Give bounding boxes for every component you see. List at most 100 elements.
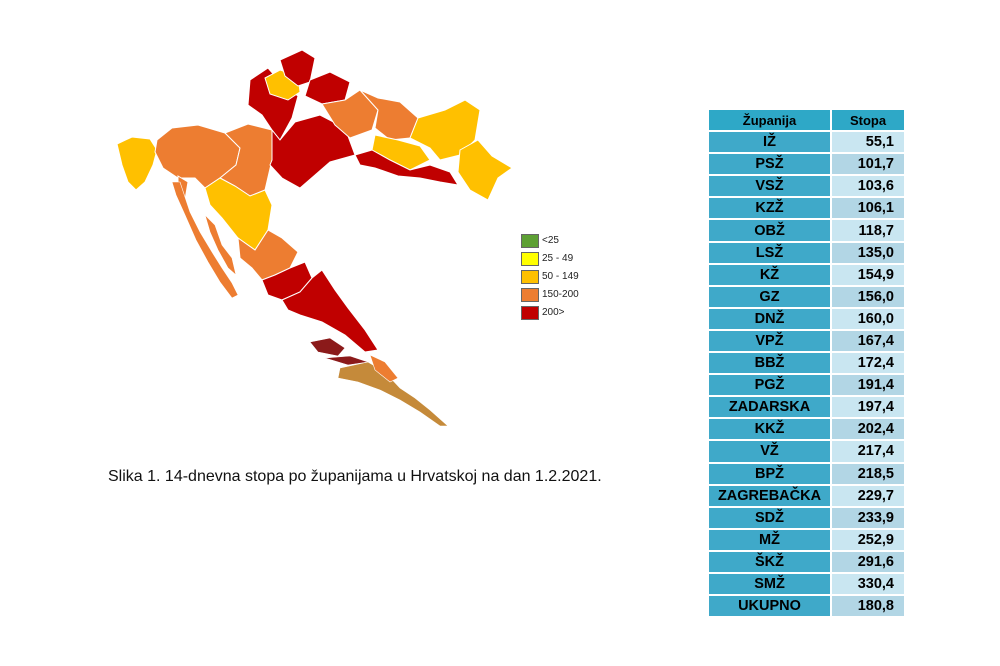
rate-cell: 229,7 xyxy=(832,485,904,508)
county-cell: IŽ xyxy=(709,132,832,155)
table-row: KŽ 154,9 xyxy=(709,264,904,287)
table-row: DNŽ 160,0 xyxy=(709,308,904,331)
header-rate: Stopa xyxy=(832,110,904,133)
table-row: BPŽ 218,5 xyxy=(709,463,904,486)
legend-item: 150-200 xyxy=(521,286,579,303)
county-cell: BBŽ xyxy=(709,353,832,376)
table-row: VSŽ 103,6 xyxy=(709,176,904,199)
rate-cell: 330,4 xyxy=(832,573,904,597)
table-row: KZŽ 106,1 xyxy=(709,198,904,221)
region-dnz-land xyxy=(369,354,399,383)
county-cell: SDŽ xyxy=(709,507,832,530)
table-row: BBŽ 172,4 xyxy=(709,353,904,376)
legend-swatch xyxy=(521,251,539,266)
rate-cell: 160,0 xyxy=(832,308,904,331)
rate-cell: 103,6 xyxy=(832,176,904,199)
legend-swatch xyxy=(521,233,539,248)
table-row: LSŽ 135,0 xyxy=(709,242,904,265)
rate-cell: 156,0 xyxy=(832,286,904,309)
county-cell: LSŽ xyxy=(709,242,832,265)
table-row: GZ 156,0 xyxy=(709,286,904,309)
county-cell: MŽ xyxy=(709,529,832,552)
figure-caption: Slika 1. 14-dnevna stopa po županijama u… xyxy=(108,468,602,485)
legend-item: 25 - 49 xyxy=(521,250,579,267)
county-cell: OBŽ xyxy=(709,220,832,243)
legend-item: 50 - 149 xyxy=(521,268,579,285)
rate-cell: 218,5 xyxy=(832,463,904,486)
rate-cell: 118,7 xyxy=(832,220,904,243)
county-cell: ZAGREBAČKA xyxy=(709,485,832,508)
rate-cell: 172,4 xyxy=(832,353,904,376)
rate-cell: 154,9 xyxy=(832,264,904,287)
map-legend: <25 25 - 49 50 - 149 150-200 200> xyxy=(521,232,579,322)
county-cell: GZ xyxy=(709,286,832,309)
table-header-row: Županija Stopa xyxy=(709,110,904,133)
rate-cell: 191,4 xyxy=(832,375,904,398)
rate-cell: 106,1 xyxy=(832,198,904,221)
table-row: SMŽ 330,4 xyxy=(709,573,904,597)
header-county: Županija xyxy=(709,110,832,133)
legend-label: 25 - 49 xyxy=(542,253,574,264)
table-row: SDŽ 233,9 xyxy=(709,507,904,530)
legend-swatch xyxy=(521,269,539,284)
county-cell: PGŽ xyxy=(709,375,832,398)
region-zadar-islands-2 xyxy=(204,214,237,276)
total-row: UKUPNO 180,8 xyxy=(709,596,904,619)
legend-item: 200> xyxy=(521,304,579,321)
region-zadar-islands xyxy=(171,181,239,299)
county-cell: BPŽ xyxy=(709,463,832,486)
rate-cell: 291,6 xyxy=(832,551,904,574)
legend-label: <25 xyxy=(542,235,559,246)
table-row: VŽ 217,4 xyxy=(709,441,904,464)
region-bpz xyxy=(354,149,460,186)
table-row: PGŽ 191,4 xyxy=(709,375,904,398)
legend-swatch xyxy=(521,305,539,320)
rate-cell: 101,7 xyxy=(832,154,904,177)
rate-cell: 55,1 xyxy=(832,132,904,155)
rate-cell: 217,4 xyxy=(832,441,904,464)
table-row: OBŽ 118,7 xyxy=(709,220,904,243)
region-iz xyxy=(116,136,158,191)
rate-cell: 180,8 xyxy=(832,596,904,619)
county-cell: DNŽ xyxy=(709,308,832,331)
county-cell: VŽ xyxy=(709,441,832,464)
legend-label: 200> xyxy=(542,307,565,318)
table-row: IŽ 55,1 xyxy=(709,132,904,155)
rate-cell: 202,4 xyxy=(832,419,904,442)
table-row: ŠKŽ 291,6 xyxy=(709,551,904,574)
legend-swatch xyxy=(521,287,539,302)
table-row: VPŽ 167,4 xyxy=(709,330,904,354)
table-row: ZAGREBAČKA 229,7 xyxy=(709,485,904,508)
legend-item: <25 xyxy=(521,232,579,249)
county-cell: PSŽ xyxy=(709,154,832,177)
county-cell: KZŽ xyxy=(709,198,832,221)
region-split-islands xyxy=(309,337,346,357)
rate-cell: 252,9 xyxy=(832,529,904,552)
table-row: ZADARSKA 197,4 xyxy=(709,397,904,420)
region-lsz xyxy=(204,177,273,251)
table-row: MŽ 252,9 xyxy=(709,529,904,552)
table-row: KKŽ 202,4 xyxy=(709,419,904,442)
croatia-map xyxy=(110,40,530,440)
region-kkz xyxy=(304,71,351,105)
rate-cell: 233,9 xyxy=(832,507,904,530)
county-cell: SMŽ xyxy=(709,573,832,597)
table-body: IŽ 55,1 PSŽ 101,7 VSŽ 103,6 KZŽ 106,1 OBŽ 118,7 LS… xyxy=(709,132,904,619)
region-smz xyxy=(269,114,356,189)
county-cell: ŠKŽ xyxy=(709,551,832,574)
county-cell: VPŽ xyxy=(709,330,832,354)
legend-label: 150-200 xyxy=(542,289,579,300)
table-row: PSŽ 101,7 xyxy=(709,154,904,177)
rate-cell: 135,0 xyxy=(832,242,904,265)
county-cell: KŽ xyxy=(709,264,832,287)
county-cell: VSŽ xyxy=(709,176,832,199)
rate-cell: 167,4 xyxy=(832,330,904,354)
county-rate-table: Županija Stopa IŽ 55,1 PSŽ 101,7 VSŽ 103,6 KZŽ… xyxy=(709,110,904,619)
county-cell: KKŽ xyxy=(709,419,832,442)
rate-cell: 197,4 xyxy=(832,397,904,420)
region-vsz xyxy=(457,139,513,201)
county-cell: UKUPNO xyxy=(709,596,832,619)
region-bbz xyxy=(321,89,379,139)
region-sdz xyxy=(281,269,379,353)
legend-label: 50 - 149 xyxy=(542,271,579,282)
